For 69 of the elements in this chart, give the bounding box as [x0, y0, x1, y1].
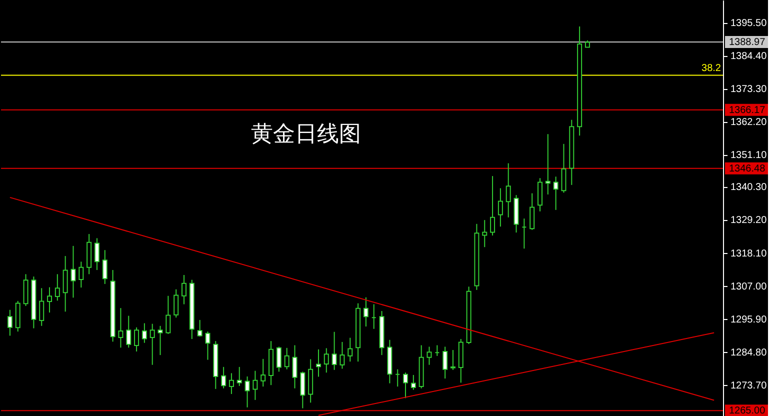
candlestick — [403, 372, 408, 399]
candlestick — [300, 371, 306, 409]
candlestick — [197, 319, 202, 338]
candlestick — [530, 192, 535, 230]
candlestick — [126, 315, 132, 348]
candlestick — [506, 162, 511, 218]
candlestick — [62, 256, 68, 312]
candlestick — [545, 134, 550, 195]
candlestick — [260, 358, 266, 388]
candlestick — [538, 178, 542, 212]
candlestick — [47, 286, 52, 314]
y-tick-label: 1284.80 — [730, 347, 768, 358]
candlestick — [490, 176, 496, 236]
candlestick — [174, 288, 179, 318]
ref-line-label: 1366.17 — [729, 104, 766, 116]
candlestick — [292, 344, 298, 389]
ref-line-label: 1388.97 — [729, 37, 766, 48]
ref-line-label: 1346.48 — [729, 163, 766, 174]
candlestick — [228, 372, 234, 394]
candlestick — [7, 309, 12, 336]
candlestick — [316, 348, 321, 378]
candlestick — [498, 188, 503, 228]
candlestick — [166, 295, 171, 334]
y-tick-label: 1395.50 — [730, 18, 768, 30]
candlestick — [252, 370, 258, 400]
candlestick — [482, 220, 488, 248]
candlestick — [332, 331, 337, 370]
candlestick — [450, 349, 456, 370]
y-tick-label: 1351.10 — [730, 150, 768, 162]
y-tick-label: 1362.20 — [730, 117, 768, 128]
candlestick — [244, 376, 250, 408]
candlestick — [363, 296, 368, 327]
ref-line-label: 1265.00 — [729, 406, 766, 416]
y-tick-label: 1340.30 — [730, 182, 768, 194]
candlestick — [561, 143, 566, 194]
candlestick — [324, 348, 329, 374]
candlestick — [142, 322, 147, 344]
candlestick — [426, 346, 432, 366]
candlestick — [118, 308, 124, 348]
candlestick — [23, 274, 28, 306]
candlestick — [54, 274, 60, 302]
candlestick — [221, 366, 226, 389]
candlestick — [284, 347, 290, 370]
y-tick-label: 1373.30 — [730, 84, 768, 96]
candlestick — [70, 245, 76, 298]
text: 黄金日线图 — [251, 122, 361, 147]
candlestick — [442, 346, 448, 380]
y-tick-label: 1295.90 — [730, 314, 768, 326]
candlestick — [553, 176, 558, 210]
candlestick — [236, 366, 242, 386]
candlestick — [102, 250, 108, 284]
candlestick — [94, 238, 100, 270]
candlestick — [39, 288, 44, 326]
candlestick — [158, 325, 163, 356]
candlestick — [150, 323, 155, 366]
candlestick — [78, 261, 84, 288]
candlestick — [205, 331, 210, 360]
candlestick — [134, 326, 140, 352]
y-tick-label: 1329.20 — [730, 215, 768, 226]
candlestick — [410, 374, 416, 390]
candlestick — [182, 274, 186, 305]
y-tick-label: 1307.00 — [730, 281, 768, 292]
candlestick — [340, 341, 345, 370]
y-tick-label: 1318.10 — [730, 248, 768, 260]
candlestick — [276, 346, 282, 372]
candlestick — [348, 337, 353, 362]
y-tick-label: 1384.40 — [730, 51, 768, 62]
y-tick-label: 1273.70 — [730, 380, 768, 392]
annotation: 38.2 — [702, 63, 722, 74]
